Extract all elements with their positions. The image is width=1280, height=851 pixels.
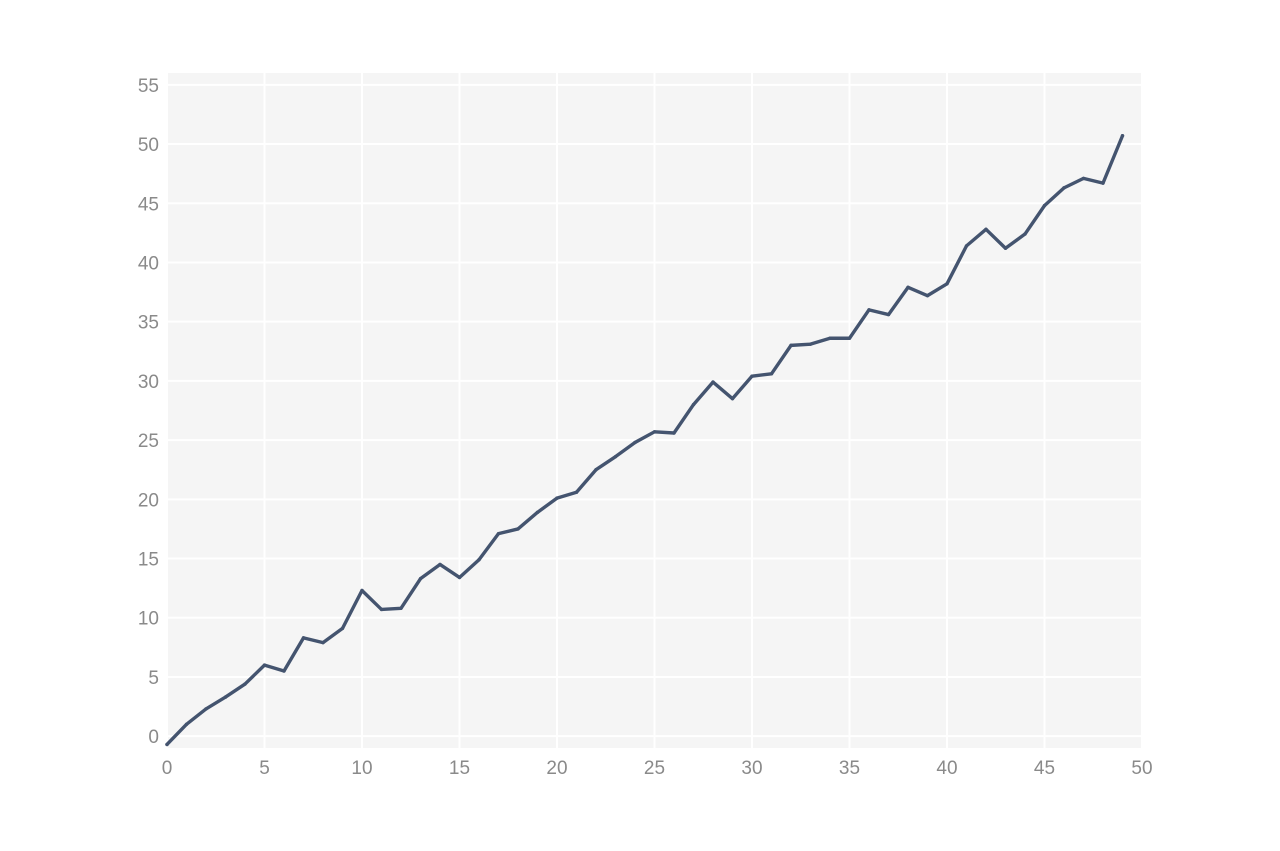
data-point	[1023, 232, 1027, 236]
data-point	[1101, 181, 1105, 185]
data-point	[321, 640, 325, 645]
data-point	[1062, 186, 1066, 190]
data-point	[828, 336, 832, 340]
data-point	[672, 431, 676, 435]
data-point	[301, 636, 306, 640]
x-tick-label: 30	[741, 758, 762, 779]
data-point	[243, 682, 247, 686]
data-point	[867, 308, 871, 312]
data-point	[262, 663, 267, 667]
data-point	[984, 227, 988, 232]
data-point	[730, 396, 735, 401]
x-axis-ticks: 0 5 10 15 20 25 30 35 40 45 50	[162, 758, 1153, 779]
data-point	[1003, 246, 1008, 250]
data-point	[535, 510, 540, 515]
data-point	[223, 695, 228, 699]
data-point	[438, 562, 442, 567]
data-point	[418, 576, 423, 581]
data-point	[691, 402, 696, 407]
data-point	[360, 588, 364, 593]
data-point	[906, 285, 910, 290]
data-point	[789, 343, 793, 348]
data-point	[340, 626, 345, 631]
x-tick-label: 5	[259, 758, 270, 779]
data-point	[711, 380, 715, 384]
data-point	[750, 374, 754, 378]
data-point	[184, 722, 189, 727]
data-point	[633, 440, 637, 445]
series-group	[165, 134, 1125, 747]
data-point	[613, 454, 618, 459]
data-point	[399, 606, 403, 610]
y-tick-label: 45	[138, 194, 159, 215]
x-tick-label: 25	[644, 758, 665, 779]
data-point	[808, 342, 813, 346]
series-line	[165, 134, 1125, 747]
data-point	[555, 496, 559, 500]
x-tick-label: 20	[546, 758, 567, 779]
y-tick-label: 55	[138, 76, 159, 97]
y-tick-label: 35	[138, 313, 159, 334]
data-point	[477, 558, 481, 562]
y-tick-label: 50	[138, 135, 159, 156]
data-point	[925, 293, 930, 298]
data-point	[574, 490, 579, 494]
data-point	[769, 372, 774, 376]
data-point	[457, 575, 462, 580]
data-point	[652, 430, 657, 434]
data-point	[1081, 176, 1086, 181]
data-point	[945, 282, 949, 286]
y-tick-label: 15	[138, 550, 159, 571]
y-tick-label: 25	[138, 431, 159, 452]
x-tick-label: 40	[936, 758, 957, 779]
data-point	[496, 531, 501, 536]
data-point	[847, 336, 852, 340]
x-tick-label: 45	[1034, 758, 1055, 779]
y-tick-label: 10	[138, 609, 159, 630]
x-tick-label: 0	[162, 758, 173, 779]
y-tick-label: 20	[138, 490, 159, 511]
data-point	[282, 669, 286, 673]
x-tick-label: 10	[351, 758, 372, 779]
y-tick-label: 40	[138, 253, 159, 274]
y-tick-label: 0	[148, 727, 159, 748]
data-point	[594, 468, 598, 472]
data-point	[964, 244, 969, 248]
x-gridlines	[166, 73, 1143, 748]
data-point	[165, 742, 169, 747]
x-tick-label: 50	[1131, 758, 1152, 779]
y-tick-label: 5	[148, 668, 159, 689]
data-point	[886, 312, 891, 317]
x-tick-label: 35	[839, 758, 860, 779]
data-point	[204, 707, 208, 711]
y-gridlines	[167, 83, 1142, 738]
data-point	[1042, 203, 1047, 208]
y-axis-ticks: 0 5 10 15 20 25 30 35 40 45 50 55	[138, 76, 159, 748]
data-point	[516, 527, 520, 531]
x-tick-label: 15	[449, 758, 470, 779]
data-point	[379, 607, 384, 612]
data-point	[1120, 134, 1125, 138]
y-tick-label: 30	[138, 372, 159, 393]
